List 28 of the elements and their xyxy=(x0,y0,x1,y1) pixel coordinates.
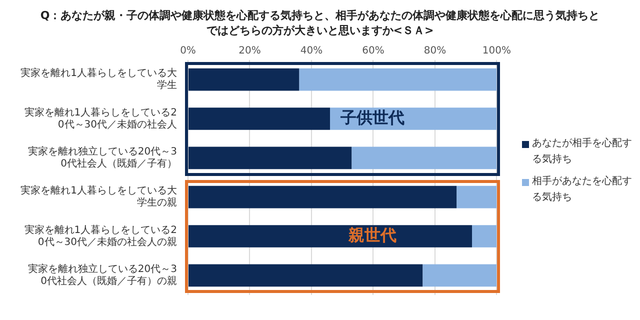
y-tick-label: 実家を離れ独立している20代～30代社会人（既婚／子有）の親 xyxy=(28,263,177,288)
bar xyxy=(422,264,497,287)
bar xyxy=(456,186,497,208)
bar xyxy=(188,186,457,208)
x-tick-label: 100% xyxy=(482,46,511,57)
bar xyxy=(299,68,497,91)
bar xyxy=(188,225,472,248)
bar xyxy=(188,264,423,287)
bar xyxy=(188,68,300,91)
bar xyxy=(472,225,497,248)
x-tick-label: 60% xyxy=(362,46,384,57)
x-tick-label: 0% xyxy=(180,46,196,57)
y-tick-label: 実家を離れ独立している20代～30代社会人（既婚／子有） xyxy=(28,146,177,170)
y-tick-label: 実家を離れ1人暮らしをしている大学生の親 xyxy=(20,184,177,209)
annotation: 親世代 xyxy=(347,225,396,244)
y-tick-label: 実家を離れ1人暮らしをしている20代～30代／未婚の社会人の親 xyxy=(24,224,177,248)
chart-title: Q：あなたが親・子の体調や健康状態を心配する気持ちと、相手があなたの体調や健康状態を心配に思う気持ちとではどちらの方が大きいと思いますか<ＳＡ> xyxy=(40,8,600,38)
legend-label: あなたが相手を心配する気持ち xyxy=(532,136,632,167)
y-tick-label: 実家を離れ1人暮らしをしている大学生 xyxy=(20,67,177,92)
x-tick-label: 40% xyxy=(300,46,323,57)
legend-label: 相手があなたを心配する気持ち xyxy=(532,174,632,205)
y-tick-label: 実家を離れ1人暮らしをしている20代～30代／未婚の社会人 xyxy=(24,106,177,130)
x-tick-label: 80% xyxy=(424,46,446,57)
bar xyxy=(352,146,497,170)
annotation: 子供世代 xyxy=(339,108,404,127)
bar xyxy=(188,146,352,170)
bar xyxy=(188,108,330,130)
x-tick-label: 20% xyxy=(238,46,261,57)
